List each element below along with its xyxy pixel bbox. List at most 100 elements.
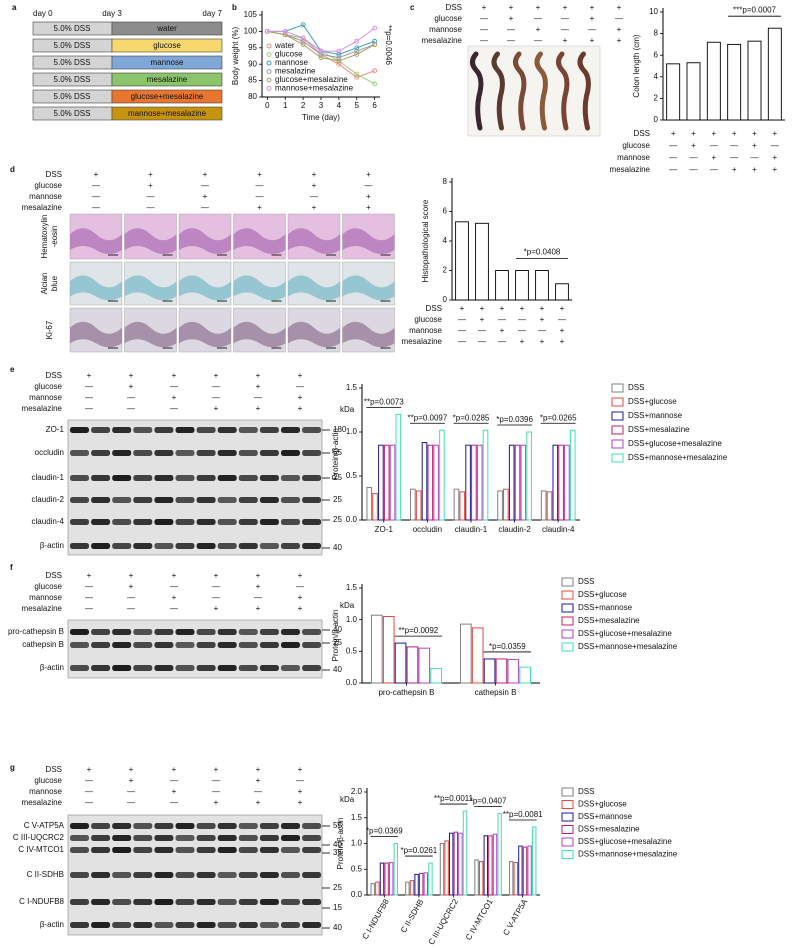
tissue [342,275,395,301]
treatment-mark: — [85,604,93,613]
band [154,922,174,928]
band [196,450,216,456]
bar [520,444,527,521]
treatment-row-label: mannose [29,393,62,402]
band [70,475,89,481]
treatment-mark: — [710,141,718,150]
band [70,519,89,525]
band [196,497,216,503]
band [217,543,237,549]
treatment-row-label: glucose [434,14,462,23]
band [175,922,195,928]
bar [483,658,496,684]
band [259,823,279,829]
band [217,899,237,905]
band [281,835,300,841]
band [302,835,322,841]
band [302,872,322,878]
treatment-mark: + [148,170,153,179]
legend-label: DSS+mannose [578,603,633,612]
band [259,847,279,853]
colon-specimen [556,51,570,131]
treatment-mark: + [752,165,757,174]
y-tick-label: 1.0 [346,615,358,624]
band-label: C IV-MTCO1 [18,845,64,854]
treatment-box [111,89,223,104]
point [300,38,306,44]
band-label: C III-UQCRC2 [13,833,65,842]
point [264,28,270,34]
band [259,872,279,878]
band [175,872,195,878]
x-tick-label: 1 [283,101,288,110]
legend-marker [266,60,272,66]
legend-swatch [561,812,574,822]
treatment-mark: + [129,765,134,774]
bar [439,843,445,896]
dss-label: 5.0% DSS [54,41,91,50]
y-tick-label: 1.0 [351,839,363,848]
bar [495,658,508,684]
treatment-row-label: mesalazine [22,798,63,807]
bar [415,490,422,521]
bar [475,222,489,301]
y-tick-label: 105 [244,10,258,19]
band [175,475,195,481]
treatment-row-label: mannose [617,153,650,162]
treatment-mark: + [256,371,261,380]
band-label: β-actin [40,541,64,550]
legend-label: DSS+mesalazine [628,425,690,434]
treatment-mark: + [257,170,262,179]
treatment-mark: — [127,787,135,796]
tissue [70,321,122,348]
x-axis-label: Time (day) [302,113,340,122]
legend-swatch [611,411,624,421]
treatment-mark: + [772,153,777,162]
band [238,475,258,481]
colon-specimen [577,51,591,131]
annotation: **p=0.0011 [434,794,474,803]
bar [522,846,528,896]
band [238,823,258,829]
treatment-mark: — [498,337,506,346]
bar [474,859,479,896]
band-label: claudin-4 [32,517,65,526]
blot-membrane [67,619,323,679]
point [354,51,360,57]
y-tick-label: 8 [654,29,659,38]
y-axis-label: Histopathological score [421,199,430,282]
tissue [233,275,286,301]
band [91,665,111,671]
bar [370,883,375,896]
legend-swatch [561,577,574,587]
band [112,847,132,853]
treatment-mark: — [478,326,486,335]
colon-specimen [534,51,548,131]
bar [767,27,782,121]
legend-label: DSS+glucose+mesalazine [628,439,722,448]
band [217,450,237,456]
y-axis-label: Body weight (%) [231,27,240,86]
band [259,543,279,549]
band [302,642,322,648]
point [300,22,306,28]
treatment-box [111,38,223,53]
tissue [179,321,231,348]
treatment-row-label: DSS [634,129,650,138]
bar [439,429,445,521]
band [70,922,89,928]
point [336,61,342,67]
panel-letter: b [232,3,237,12]
band [91,872,111,878]
band [217,922,237,928]
band [281,899,300,905]
legend-swatch [561,825,574,834]
band [133,427,153,433]
treatment-mark: — [170,404,178,413]
treatment-mark: — [85,382,93,391]
point [372,68,378,74]
bar [495,270,509,301]
tissue [124,275,177,301]
treatment-mark: — [170,776,178,785]
band [217,497,237,503]
